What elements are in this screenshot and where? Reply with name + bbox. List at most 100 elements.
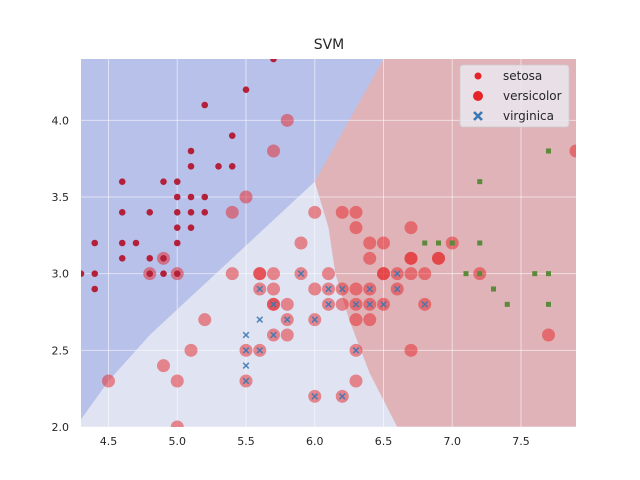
setosa-point-15 (173, 193, 181, 201)
setosa-point-12 (160, 255, 167, 262)
setosa-point-0 (91, 239, 99, 247)
versicolor-point-60 (335, 205, 349, 219)
versicolor-point-70 (335, 297, 349, 311)
green-square-point-10 (546, 148, 551, 154)
green-square-point-0 (422, 240, 428, 246)
x-tick-label-2: 5.5 (237, 435, 255, 448)
versicolor-point-65 (377, 267, 390, 281)
setosa-point-2 (91, 285, 99, 293)
legend-box (459, 64, 570, 128)
versicolor-point-0 (363, 236, 377, 250)
x-tick-label-6: 7.5 (512, 435, 530, 448)
versicolor-point-59 (280, 113, 294, 127)
versicolor-point-25 (404, 267, 418, 281)
setosa-point-19 (173, 270, 181, 277)
virginica-point-6 (256, 346, 264, 354)
virginica-point-10 (297, 270, 305, 278)
versicolor-point-36 (280, 328, 294, 342)
x-tick-label-3: 6.0 (306, 435, 324, 448)
setosa-point-25 (201, 101, 209, 109)
versicolor-point-58 (267, 144, 280, 158)
legend-versicolor-marker (473, 91, 483, 101)
virginica-point-15 (338, 285, 346, 293)
y-tick-label-1: 2.5 (52, 344, 70, 357)
green-square-point-12 (546, 301, 551, 307)
legend-virginica-marker (473, 111, 483, 121)
versicolor-point-48 (377, 236, 390, 250)
virginica-point-24 (421, 300, 429, 308)
setosa-point-8 (146, 209, 154, 216)
versicolor-point-6 (157, 359, 170, 373)
green-square-point-2 (449, 240, 455, 246)
setosa-point-30 (228, 163, 236, 170)
versicolor-point-51 (569, 144, 576, 158)
setosa-point-22 (187, 193, 195, 201)
versicolor-point-64 (432, 251, 445, 265)
data-points (81, 59, 576, 427)
versicolor-point-32 (349, 374, 363, 388)
setosa-point-23 (187, 209, 195, 216)
region-blue (81, 59, 384, 427)
legend-setosa-label: setosa (503, 69, 542, 83)
versicolor-point-5 (349, 221, 363, 235)
virginica-point-4 (256, 285, 264, 293)
virginica-point-5 (256, 316, 264, 324)
versicolor-point-19 (294, 236, 308, 250)
legend: setosa versicolor virginica (459, 64, 570, 128)
virginica-point-2 (242, 362, 250, 370)
setosa-point-26 (201, 193, 209, 201)
versicolor-point-56 (225, 205, 239, 219)
versicolor-point-35 (322, 267, 335, 281)
green-square-point-9 (532, 271, 538, 277)
y-tick-label-0: 2.0 (52, 421, 70, 434)
versicolor-point-29 (225, 267, 239, 281)
setosa-point-7 (132, 239, 140, 247)
setosa-point-11 (160, 178, 167, 185)
setosa-point-14 (173, 178, 181, 185)
versicolor-point-31 (404, 251, 418, 265)
green-square-point-8 (504, 301, 510, 307)
versicolor-point-57 (239, 190, 253, 204)
versicolor-point-26 (308, 282, 322, 296)
setosa-point-5 (118, 239, 126, 247)
y-tick-label-2: 3.0 (52, 268, 70, 281)
versicolor-point-69 (280, 297, 294, 311)
setosa-point-24 (187, 224, 195, 231)
green-square-point-4 (477, 179, 483, 185)
versicolor-point-38 (267, 267, 280, 281)
legend-versicolor-label: versicolor (503, 89, 562, 103)
setosa-point-10 (146, 270, 154, 277)
setosa-point-29 (228, 132, 236, 139)
versicolor-point-62 (363, 251, 377, 265)
virginica-point-3 (242, 377, 250, 385)
setosa-point-16 (173, 209, 181, 216)
virginica-point-14 (325, 300, 332, 308)
setosa-point-21 (187, 163, 195, 170)
versicolor-point-52 (102, 374, 115, 388)
virginica-point-20 (366, 300, 374, 308)
versicolor-point-50 (542, 328, 555, 342)
virginica-point-16 (338, 392, 346, 400)
versicolor-point-66 (363, 313, 377, 327)
versicolor-point-45 (349, 282, 363, 296)
versicolor-point-30 (308, 205, 322, 219)
versicolor-point-9 (170, 420, 184, 427)
virginica-point-8 (270, 300, 277, 308)
chart-title: SVM (314, 37, 345, 53)
virginica-point-18 (352, 300, 360, 308)
versicolor-point-37 (170, 374, 184, 388)
x-axis-ticks: 4.5 5.0 5.5 6.0 6.5 7.0 7.5 (100, 435, 530, 448)
virginica-point-9 (283, 316, 291, 324)
setosa-point-28 (215, 163, 222, 170)
versicolor-point-63 (404, 221, 418, 235)
green-square-point-6 (477, 271, 483, 277)
setosa-point-18 (173, 239, 181, 247)
green-square-point-3 (463, 271, 469, 277)
virginica-point-11 (311, 392, 319, 400)
region-red (314, 59, 576, 427)
versicolor-point-33 (253, 267, 267, 281)
setosa-point-20 (187, 147, 195, 155)
virginica-point-19 (366, 285, 374, 293)
setosa-point-6 (118, 255, 126, 262)
virginica-point-13 (325, 285, 332, 293)
